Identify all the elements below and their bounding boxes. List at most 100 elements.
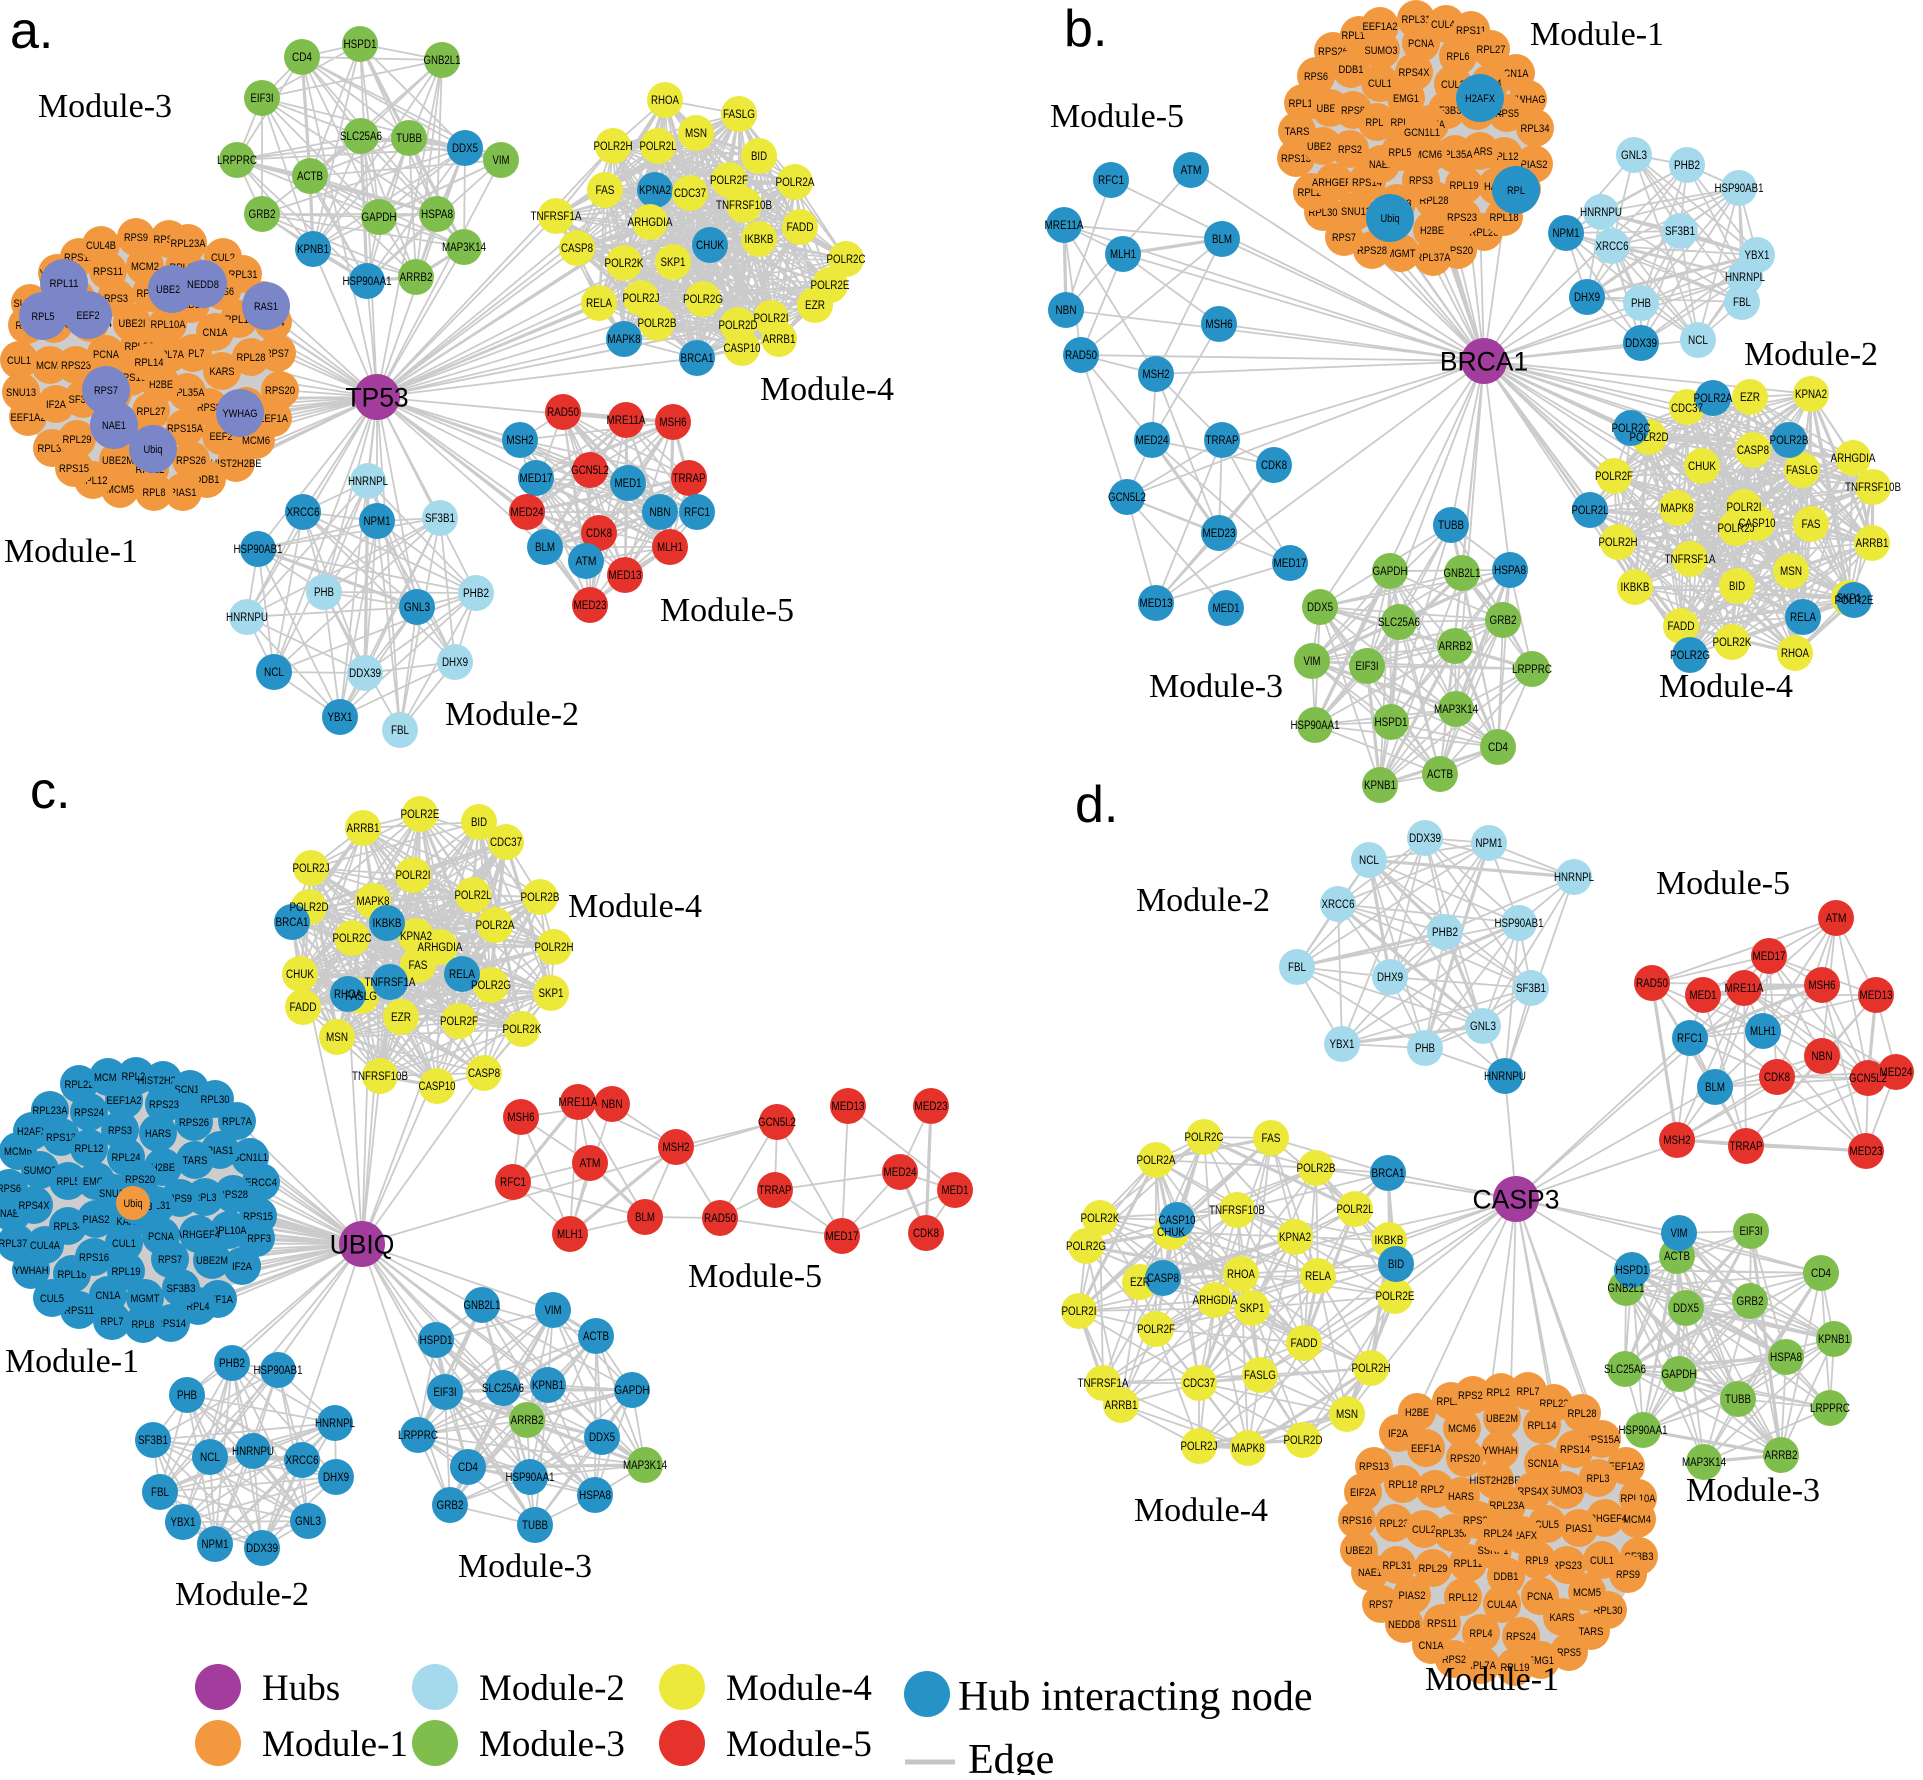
svg-text:FADD: FADD: [1668, 621, 1695, 633]
svg-text:CUL1: CUL1: [7, 355, 31, 367]
svg-text:GNB2L1: GNB2L1: [1608, 1283, 1645, 1295]
svg-text:RPL26: RPL26: [1487, 1387, 1516, 1399]
svg-text:EZR: EZR: [805, 300, 825, 312]
svg-text:RPS28: RPS28: [218, 1189, 248, 1201]
svg-text:CASP8: CASP8: [1737, 445, 1769, 457]
svg-text:IKBKB: IKBKB: [745, 234, 774, 246]
svg-text:Module-3: Module-3: [479, 1724, 625, 1765]
svg-text:EEF1A2: EEF1A2: [11, 412, 46, 424]
svg-text:ATM: ATM: [1181, 165, 1202, 177]
svg-text:RPL4: RPL4: [1470, 1628, 1493, 1640]
svg-text:RHOA: RHOA: [1227, 1269, 1255, 1281]
svg-text:RPS13: RPS13: [1359, 1461, 1389, 1473]
svg-text:ARRB2: ARRB2: [1439, 641, 1472, 653]
svg-text:HSP90AB1: HSP90AB1: [234, 544, 283, 556]
svg-text:RPL10A: RPL10A: [212, 1225, 248, 1237]
svg-text:KPNA2: KPNA2: [1795, 389, 1827, 401]
svg-text:H2BE: H2BE: [1420, 225, 1444, 237]
svg-text:FADD: FADD: [290, 1002, 317, 1014]
svg-text:EZR: EZR: [1740, 392, 1760, 404]
svg-text:RPL28: RPL28: [1568, 1408, 1597, 1420]
svg-text:VIM: VIM: [493, 155, 510, 167]
svg-text:RPS11: RPS11: [1456, 25, 1486, 37]
svg-text:Module-5: Module-5: [726, 1724, 872, 1765]
svg-text:KPNA2: KPNA2: [1279, 1232, 1311, 1244]
svg-text:RELA: RELA: [586, 298, 612, 310]
svg-text:CN1A: CN1A: [1504, 68, 1530, 80]
svg-text:NEDD8: NEDD8: [187, 279, 219, 291]
svg-text:CD4: CD4: [458, 1462, 479, 1474]
svg-text:KPNA2: KPNA2: [639, 185, 671, 197]
svg-text:DHX9: DHX9: [323, 1472, 349, 1484]
svg-text:RPL37A: RPL37A: [0, 1238, 34, 1250]
svg-text:EIF3I: EIF3I: [251, 93, 274, 105]
svg-text:YWHAH: YWHAH: [1483, 1445, 1518, 1457]
svg-text:POLR2A: POLR2A: [1694, 393, 1733, 405]
svg-text:SKP1: SKP1: [1837, 593, 1862, 605]
svg-text:POLR2C: POLR2C: [1612, 423, 1651, 435]
svg-text:RPL3: RPL3: [1366, 117, 1389, 129]
svg-text:TARS: TARS: [1285, 126, 1310, 138]
svg-text:SUMO3: SUMO3: [1365, 45, 1398, 57]
svg-text:RPS3: RPS3: [1409, 175, 1433, 187]
svg-text:CUL4A: CUL4A: [30, 1240, 61, 1252]
svg-text:TRRAP: TRRAP: [1730, 1141, 1763, 1153]
svg-text:HSP90AA1: HSP90AA1: [1291, 720, 1340, 732]
svg-text:RPS8: RPS8: [1341, 105, 1365, 117]
svg-text:HSP90AA1: HSP90AA1: [343, 276, 392, 288]
svg-text:RPS4X: RPS4X: [1399, 67, 1431, 79]
svg-text:GRB2: GRB2: [1490, 615, 1517, 627]
svg-text:MED1: MED1: [942, 1185, 969, 1197]
svg-text:RPS3: RPS3: [108, 1125, 132, 1137]
svg-text:RPS7: RPS7: [158, 1254, 182, 1266]
svg-text:ARHGEF4: ARHGEF4: [1312, 177, 1356, 189]
svg-text:PIAS2: PIAS2: [1399, 1590, 1426, 1602]
svg-text:MLH1: MLH1: [1110, 249, 1136, 261]
svg-text:NEDD8: NEDD8: [1388, 1619, 1420, 1631]
svg-text:RPL18: RPL18: [58, 1269, 87, 1281]
svg-text:Module-3: Module-3: [458, 1548, 592, 1585]
svg-text:RHOA: RHOA: [1781, 648, 1809, 660]
svg-text:GAPDH: GAPDH: [1373, 566, 1408, 578]
svg-text:RPS16: RPS16: [1342, 1515, 1372, 1527]
svg-text:RPS11: RPS11: [64, 1305, 94, 1317]
svg-text:HSPA8: HSPA8: [579, 1490, 611, 1502]
svg-text:CASP8: CASP8: [561, 243, 593, 255]
svg-text:PIAS2: PIAS2: [1521, 159, 1548, 171]
svg-text:RPS6: RPS6: [1304, 71, 1328, 83]
svg-text:GCN5L2: GCN5L2: [571, 465, 609, 477]
svg-text:MSH6: MSH6: [1809, 980, 1836, 992]
svg-text:RPS26: RPS26: [179, 1117, 209, 1129]
svg-text:FAS: FAS: [409, 960, 428, 972]
svg-text:a.: a.: [10, 2, 53, 60]
svg-text:HNRNPL: HNRNPL: [348, 476, 389, 488]
svg-text:H2BE: H2BE: [1405, 1407, 1429, 1419]
svg-text:PCNA: PCNA: [1527, 1591, 1554, 1603]
svg-text:Module-2: Module-2: [175, 1576, 309, 1613]
svg-text:BLM: BLM: [535, 542, 555, 554]
svg-text:CHUK: CHUK: [286, 969, 314, 981]
svg-text:RPL14: RPL14: [135, 357, 164, 369]
svg-text:RPL35A: RPL35A: [1436, 1528, 1472, 1540]
svg-text:RPS23: RPS23: [61, 360, 91, 372]
svg-text:DDX5: DDX5: [1673, 1303, 1699, 1315]
svg-text:Module-4: Module-4: [726, 1668, 872, 1709]
svg-text:RPL21: RPL21: [122, 1071, 151, 1083]
svg-text:ARHGEF4: ARHGEF4: [176, 1229, 220, 1241]
svg-text:H2AFX: H2AFX: [17, 1126, 48, 1138]
svg-text:Module-5: Module-5: [660, 592, 794, 629]
svg-text:TARS: TARS: [1579, 1626, 1604, 1638]
svg-text:FASLG: FASLG: [1786, 465, 1818, 477]
svg-text:CHUK: CHUK: [696, 240, 724, 252]
svg-text:POLR2F: POLR2F: [440, 1016, 478, 1028]
svg-text:Module-4: Module-4: [760, 371, 894, 408]
svg-text:RPS5: RPS5: [1495, 108, 1519, 120]
svg-text:MGMT: MGMT: [1387, 248, 1416, 260]
svg-text:TNFRSF1A: TNFRSF1A: [531, 211, 582, 223]
svg-text:MSH2: MSH2: [1664, 1135, 1691, 1147]
svg-text:RPS11: RPS11: [1427, 1618, 1457, 1630]
svg-text:TP53: TP53: [345, 383, 408, 413]
svg-text:MSN: MSN: [1336, 1409, 1358, 1421]
svg-text:TNFRSF10B: TNFRSF10B: [1209, 1205, 1265, 1217]
svg-text:Ubiq: Ubiq: [1381, 213, 1400, 225]
